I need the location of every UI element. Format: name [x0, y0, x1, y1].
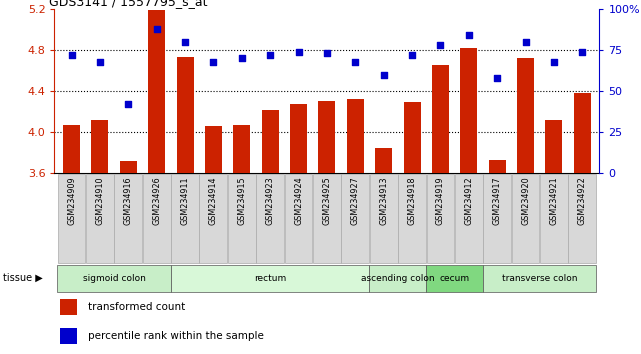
Bar [517, 58, 534, 173]
Bar [545, 120, 562, 173]
Text: GSM234911: GSM234911 [181, 176, 190, 225]
Bar [488, 160, 506, 173]
Point [379, 72, 389, 78]
Bar [285, 175, 312, 263]
Bar [432, 65, 449, 173]
Point [123, 102, 133, 107]
Bar [233, 125, 250, 173]
Bar [92, 120, 108, 173]
Bar [375, 148, 392, 173]
Bar [57, 265, 171, 292]
Point [577, 49, 587, 55]
Bar [60, 328, 78, 344]
Point [67, 52, 77, 58]
Bar [171, 175, 199, 263]
Point [322, 51, 332, 56]
Bar [205, 126, 222, 173]
Point [463, 32, 474, 38]
Point [180, 39, 190, 45]
Point [350, 59, 360, 64]
Point [520, 39, 531, 45]
Text: sigmoid colon: sigmoid colon [83, 274, 146, 283]
Bar [398, 175, 426, 263]
Bar [58, 175, 85, 263]
Bar [483, 265, 597, 292]
Text: tissue ▶: tissue ▶ [3, 273, 43, 283]
Bar [426, 175, 454, 263]
Text: cecum: cecum [440, 274, 470, 283]
Point [492, 75, 503, 81]
Point [435, 42, 445, 48]
Text: GSM234918: GSM234918 [408, 176, 417, 225]
Text: GSM234926: GSM234926 [152, 176, 161, 225]
Text: GSM234914: GSM234914 [209, 176, 218, 225]
Bar [483, 175, 511, 263]
Text: GSM234923: GSM234923 [265, 176, 274, 225]
Text: GSM234927: GSM234927 [351, 176, 360, 225]
Bar [256, 175, 284, 263]
Bar [512, 175, 540, 263]
Bar [319, 102, 335, 173]
Bar [114, 175, 142, 263]
Text: GSM234915: GSM234915 [237, 176, 246, 225]
Bar [60, 299, 78, 315]
Text: percentile rank within the sample: percentile rank within the sample [88, 331, 264, 341]
Bar [460, 48, 478, 173]
Text: GSM234913: GSM234913 [379, 176, 388, 225]
Bar [63, 125, 80, 173]
Bar [176, 57, 194, 173]
Text: GSM234917: GSM234917 [493, 176, 502, 225]
Text: GSM234924: GSM234924 [294, 176, 303, 225]
Point [294, 49, 304, 55]
Text: GSM234919: GSM234919 [436, 176, 445, 225]
Bar [404, 102, 420, 173]
Point [208, 59, 219, 64]
Bar [569, 175, 596, 263]
Bar [540, 175, 568, 263]
Bar [313, 175, 341, 263]
Bar [143, 175, 171, 263]
Text: GSM234920: GSM234920 [521, 176, 530, 225]
Bar [290, 103, 307, 173]
Text: GSM234916: GSM234916 [124, 176, 133, 225]
Bar [426, 265, 483, 292]
Point [407, 52, 417, 58]
Bar [347, 99, 364, 173]
Text: rectum: rectum [254, 274, 287, 283]
Bar [262, 110, 279, 173]
Point [95, 59, 105, 64]
Bar [455, 175, 483, 263]
Bar [171, 265, 369, 292]
Text: GSM234921: GSM234921 [549, 176, 558, 225]
Bar [228, 175, 256, 263]
Point [237, 55, 247, 61]
Text: GDS3141 / 1557795_s_at: GDS3141 / 1557795_s_at [49, 0, 208, 8]
Text: ascending colon: ascending colon [361, 274, 435, 283]
Text: GSM234909: GSM234909 [67, 176, 76, 225]
Bar [148, 10, 165, 173]
Bar [574, 93, 591, 173]
Text: transverse colon: transverse colon [502, 274, 578, 283]
Bar [199, 175, 228, 263]
Text: transformed count: transformed count [88, 302, 185, 313]
Text: GSM234925: GSM234925 [322, 176, 331, 225]
Point [151, 26, 162, 32]
Point [265, 52, 275, 58]
Text: GSM234912: GSM234912 [464, 176, 473, 225]
Bar [86, 175, 114, 263]
Bar [370, 175, 397, 263]
Bar [369, 265, 426, 292]
Point [549, 59, 559, 64]
Text: GSM234922: GSM234922 [578, 176, 587, 225]
Bar [342, 175, 369, 263]
Text: GSM234910: GSM234910 [96, 176, 104, 225]
Bar [120, 161, 137, 173]
